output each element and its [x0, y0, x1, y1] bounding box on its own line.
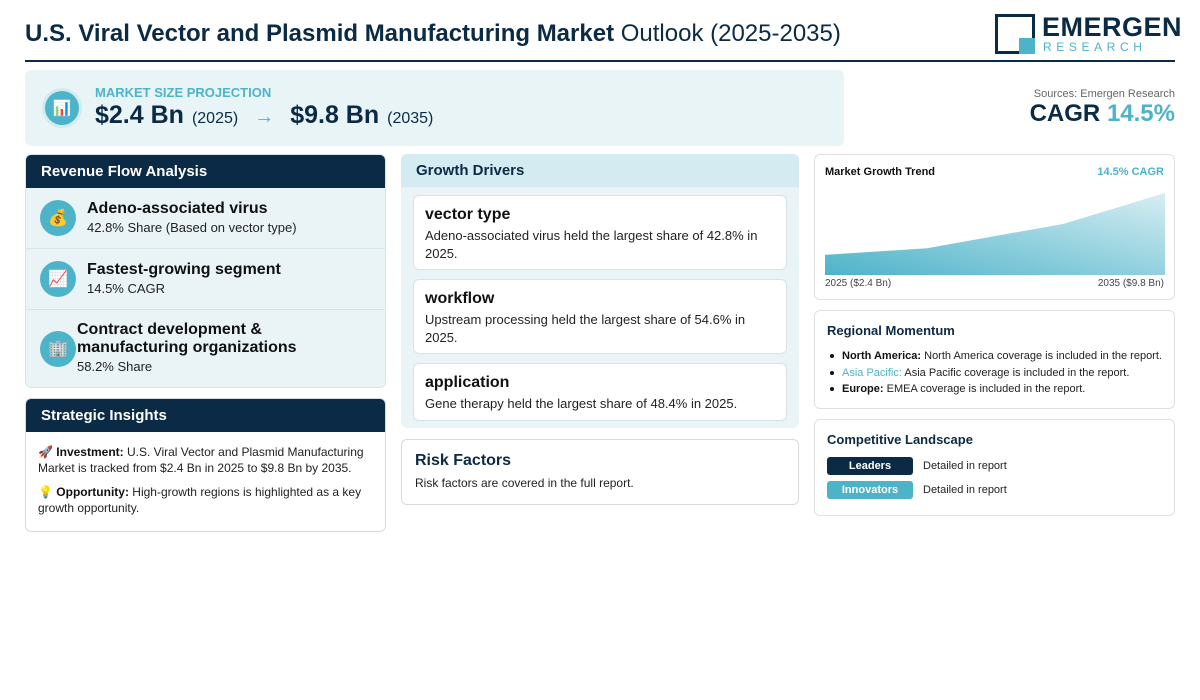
- cagr-label: CAGR: [1029, 100, 1101, 127]
- revenue-item-sub: 14.5% CAGR: [87, 281, 166, 296]
- region-item: Asia Pacific: Asia Pacific coverage is i…: [827, 365, 1162, 382]
- revenue-item: 💰 Adeno-associated virus 42.8% Share (Ba…: [26, 188, 385, 249]
- growth-drivers-heading: Growth Drivers: [401, 154, 799, 187]
- driver-item: vector type Adeno-associated virus held …: [413, 195, 787, 270]
- office-building-icon: 🏢: [40, 331, 76, 367]
- trend-area-chart: [825, 193, 1165, 275]
- page-title: U.S. Viral Vector and Plasmid Manufactur…: [25, 20, 841, 47]
- revenue-item: 🏢 Contract development & manufacturing o…: [26, 310, 385, 387]
- money-bag-icon: 💰: [40, 200, 76, 236]
- driver-text: Adeno-associated virus held the largest …: [425, 228, 758, 261]
- competitive-landscape-card: Competitive Landscape Leaders Detailed i…: [814, 419, 1175, 516]
- trend-end-label: 2035 ($9.8 Bn): [1097, 278, 1164, 289]
- trend-area: [825, 193, 1165, 275]
- market-size-values: $2.4 Bn (2025) → $9.8 Bn (2035): [95, 101, 433, 130]
- start-year: (2025): [191, 110, 239, 127]
- end-value: $9.8 Bn: [290, 101, 380, 129]
- regional-heading: Regional Momentum: [827, 323, 955, 338]
- driver-text: Gene therapy held the largest share of 4…: [425, 396, 738, 411]
- revenue-item-sub: 58.2% Share: [77, 359, 153, 374]
- driver-item: application Gene therapy held the larges…: [413, 363, 787, 421]
- revenue-item-title: Fastest-growing segment: [87, 261, 281, 278]
- region-item: North America: North America coverage is…: [827, 348, 1162, 365]
- logo-word: EMERGEN: [1042, 12, 1183, 42]
- trend-start-label: 2025 ($2.4 Bn): [825, 278, 892, 289]
- revenue-item: 📈 Fastest-growing segment 14.5% CAGR: [26, 249, 385, 310]
- investment-insight: 🚀 Investment: U.S. Viral Vector and Plas…: [38, 445, 364, 475]
- competitive-text: Detailed in report: [923, 484, 1007, 496]
- leaders-badge: Leaders: [827, 457, 913, 475]
- driver-title: workflow: [425, 290, 495, 307]
- logo-mark-icon: [995, 14, 1035, 54]
- risk-factors-card: Risk Factors Risk factors are covered in…: [401, 439, 799, 505]
- competitive-row: Innovators Detailed in report: [827, 481, 1162, 499]
- revenue-flow-heading: Revenue Flow Analysis: [26, 155, 385, 188]
- trend-cagr: 14.5% CAGR: [1097, 166, 1164, 178]
- revenue-item-title: Adeno-associated virus: [87, 200, 268, 217]
- driver-item: workflow Upstream processing held the la…: [413, 279, 787, 354]
- end-year: (2035): [387, 110, 434, 127]
- growth-drivers-card: Growth Drivers vector type Adeno-associa…: [401, 154, 799, 428]
- arrow-right-icon: →: [254, 106, 275, 128]
- competitive-row: Leaders Detailed in report: [827, 457, 1162, 475]
- chart-increasing-icon: 📈: [40, 261, 76, 297]
- page-header: U.S. Viral Vector and Plasmid Manufactur…: [25, 10, 1182, 62]
- driver-text: Upstream processing held the largest sha…: [425, 312, 746, 345]
- cagr-summary: CAGR 14.5%: [1030, 100, 1175, 128]
- strategic-insights-card: Strategic Insights 🚀 Investment: U.S. Vi…: [25, 398, 386, 532]
- sources-text: Sources: Emergen Research: [1033, 88, 1175, 100]
- regional-momentum-card: Regional Momentum North America: North A…: [814, 310, 1175, 409]
- market-size-banner: 📊 MARKET SIZE PROJECTION $2.4 Bn (2025) …: [25, 70, 844, 146]
- driver-title: application: [425, 374, 510, 391]
- competitive-text: Detailed in report: [923, 460, 1007, 472]
- start-value: $2.4 Bn: [95, 101, 184, 129]
- risk-factors-text: Risk factors are covered in the full rep…: [415, 476, 634, 490]
- strategic-insights-heading: Strategic Insights: [26, 399, 385, 432]
- bar-chart-icon: 📊: [45, 91, 79, 125]
- opportunity-insight: 💡 Opportunity: High-growth regions is hi…: [38, 485, 362, 515]
- revenue-item-title: Contract development & manufacturing org…: [77, 321, 297, 356]
- light-bulb-icon: 💡: [38, 485, 53, 499]
- cagr-value: 14.5%: [1106, 100, 1175, 127]
- driver-title: vector type: [425, 206, 511, 223]
- rocket-icon: 🚀: [38, 445, 53, 459]
- risk-factors-heading: Risk Factors: [415, 452, 512, 469]
- market-size-label: MARKET SIZE PROJECTION: [95, 85, 272, 100]
- revenue-item-sub: 42.8% Share (Based on vector type): [87, 220, 297, 235]
- logo-subtitle: RESEARCH: [1043, 40, 1147, 54]
- innovators-badge: Innovators: [827, 481, 913, 499]
- market-growth-trend-card: Market Growth Trend 14.5% CAGR 2025 ($2.…: [814, 154, 1175, 300]
- trend-heading: Market Growth Trend: [825, 166, 936, 178]
- emergen-logo[interactable]: EMERGEN RESEARCH: [995, 14, 1182, 56]
- region-item: Europe: EMEA coverage is included in the…: [827, 381, 1162, 398]
- revenue-flow-card: Revenue Flow Analysis 💰 Adeno-associated…: [25, 154, 386, 388]
- competitive-heading: Competitive Landscape: [827, 432, 973, 447]
